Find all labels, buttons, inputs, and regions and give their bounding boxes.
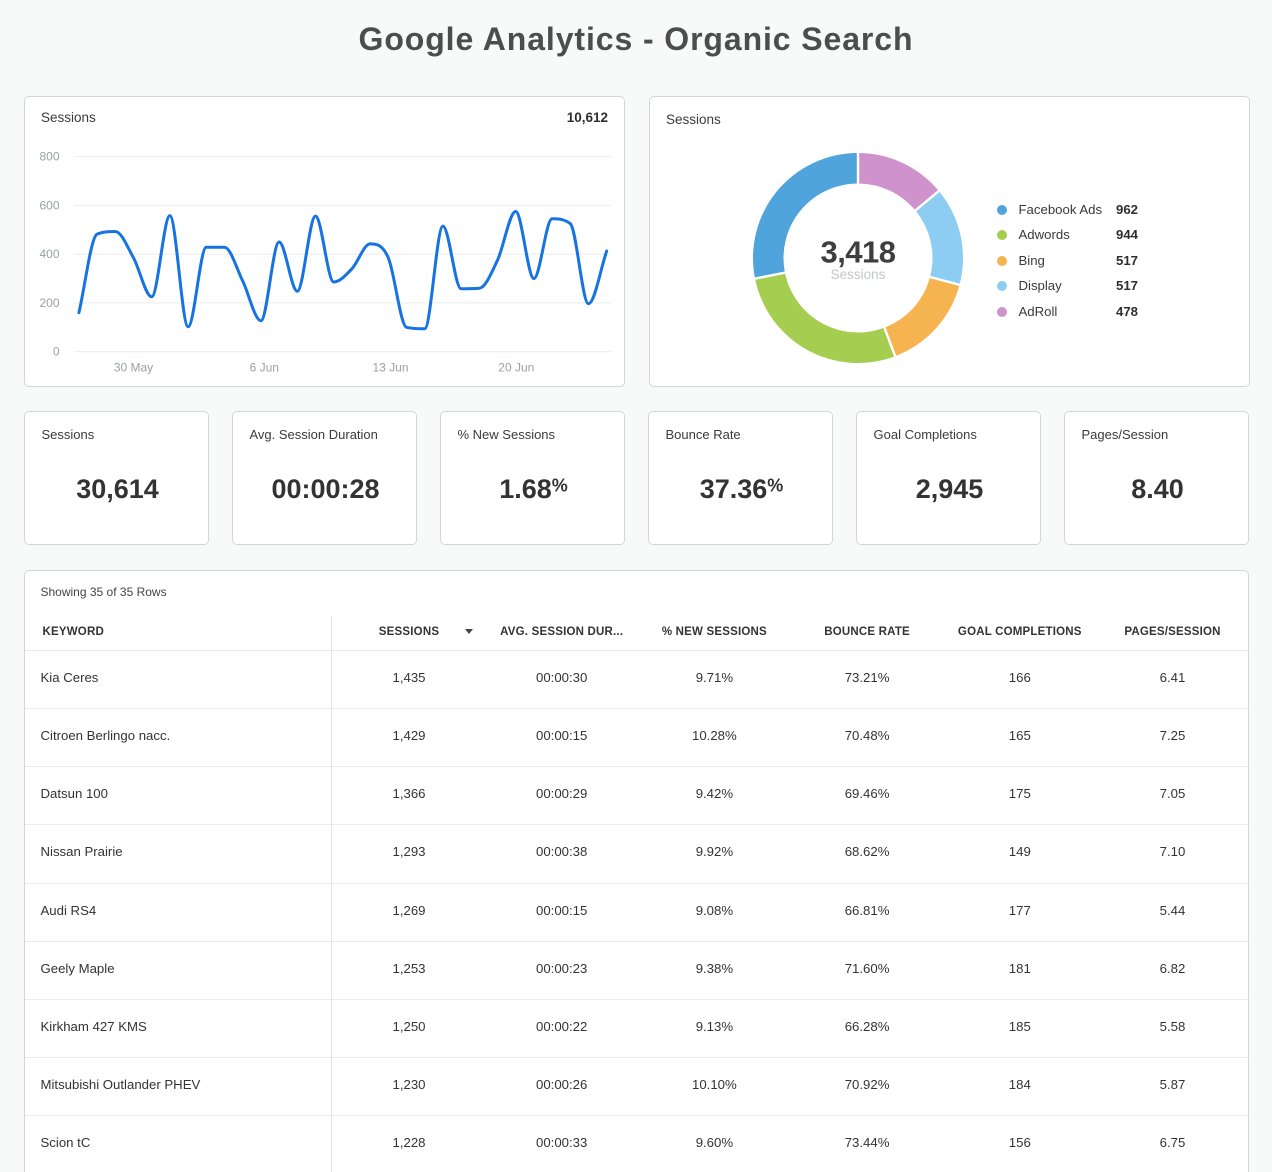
svg-text:200: 200 [39,296,59,310]
svg-text:6 Jun: 6 Jun [250,361,279,375]
svg-text:20 Jun: 20 Jun [498,361,534,375]
svg-text:600: 600 [39,198,59,212]
svg-text:13 Jun: 13 Jun [372,361,408,375]
svg-text:400: 400 [39,247,59,261]
svg-text:3,418: 3,418 [820,235,895,270]
svg-text:30 May: 30 May [114,361,153,375]
svg-text:800: 800 [39,150,59,164]
svg-text:Sessions: Sessions [831,267,886,282]
svg-text:0: 0 [53,345,60,359]
